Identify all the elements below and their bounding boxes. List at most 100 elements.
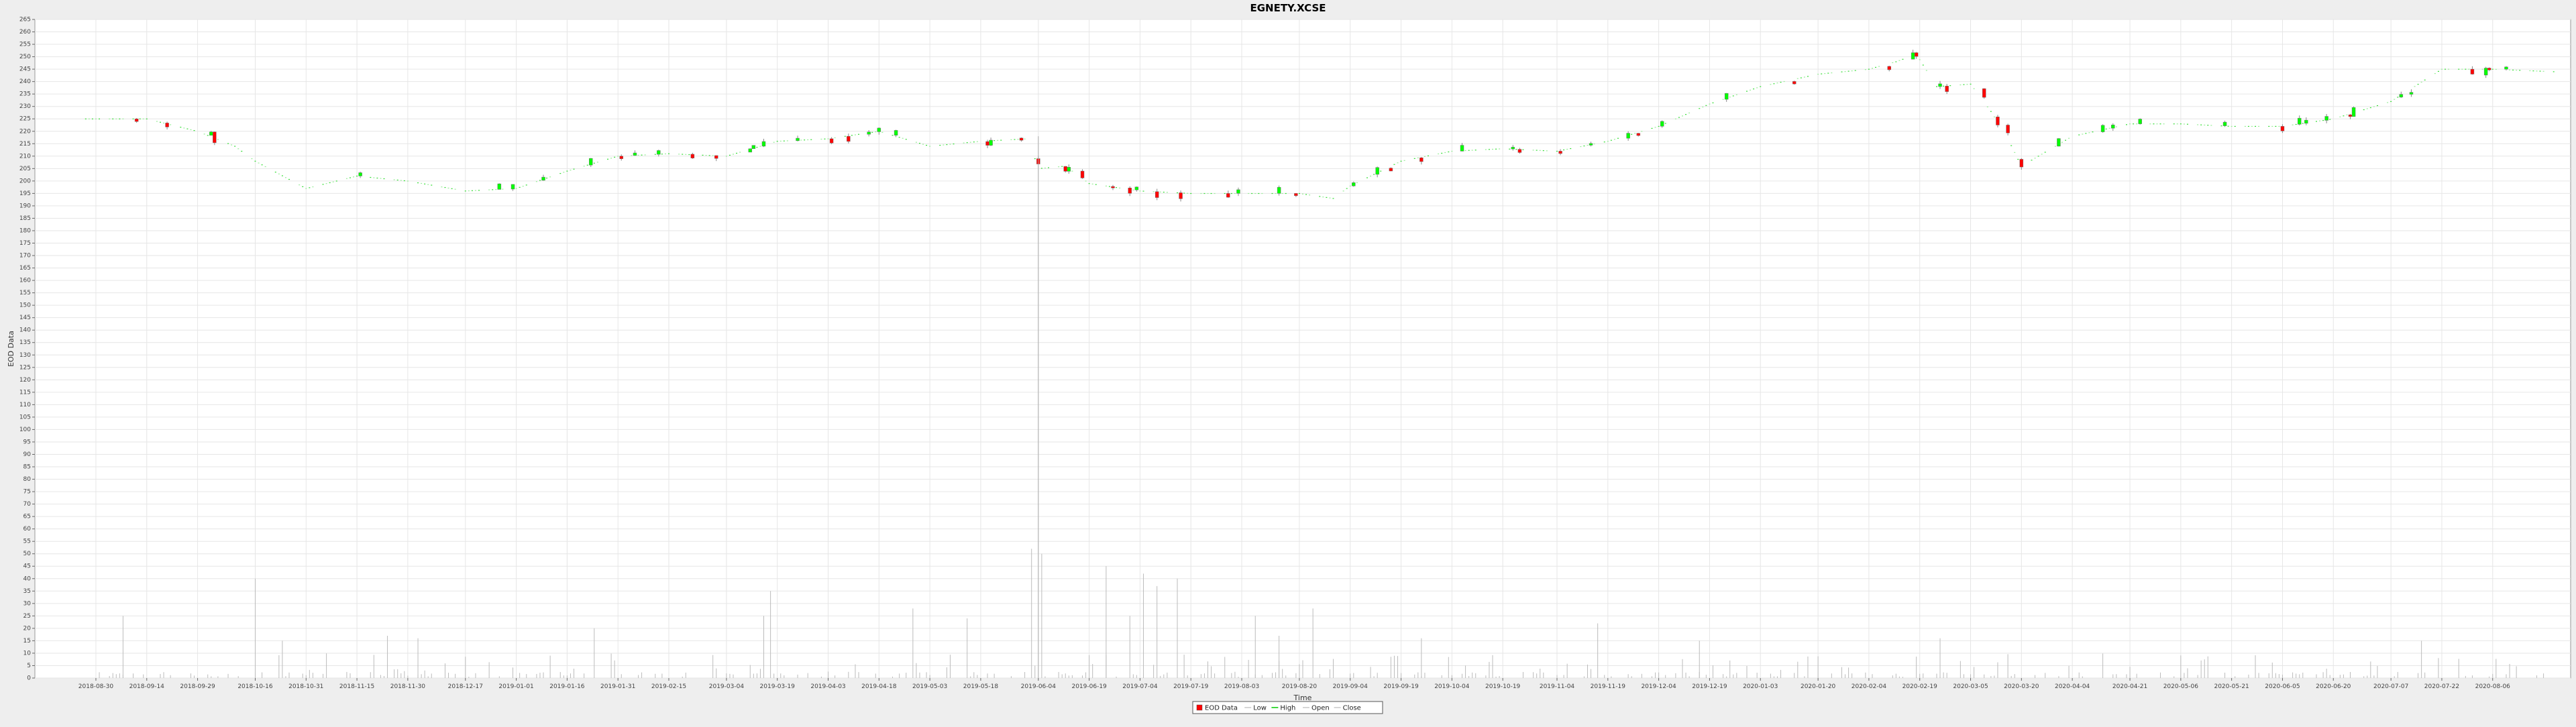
flat-tick <box>1444 152 1446 154</box>
x-tick-label: 2019-06-04 <box>1021 683 1057 690</box>
flat-tick <box>373 177 375 178</box>
flat-tick <box>261 164 263 166</box>
candle-up <box>894 130 898 135</box>
flat-tick <box>783 140 785 142</box>
flat-tick <box>654 154 656 155</box>
flat-tick <box>227 143 229 144</box>
y-tick-label: 15 <box>23 638 31 645</box>
candle-up <box>2399 94 2404 98</box>
flat-tick <box>736 152 738 154</box>
candle-down <box>1996 117 2000 125</box>
candle-down <box>1517 149 1522 153</box>
y-tick-label: 45 <box>23 563 31 570</box>
candle-up <box>1724 93 1729 100</box>
flat-tick <box>1699 108 1701 109</box>
candle-up <box>867 131 871 135</box>
flat-tick <box>370 176 372 178</box>
flat-tick <box>1424 156 1426 158</box>
flat-tick <box>2227 125 2229 127</box>
x-tick-label: 2019-11-19 <box>1591 683 1626 690</box>
candle-down <box>1155 191 1159 198</box>
flat-tick <box>2268 125 2270 127</box>
flat-tick <box>1177 192 1179 194</box>
x-tick-label: 2020-01-20 <box>1801 683 1836 690</box>
candle-up <box>2351 107 2356 117</box>
x-tick-label: 2020-03-20 <box>2004 683 2039 690</box>
candle-up <box>1134 186 1139 190</box>
hl-series <box>85 58 2555 199</box>
candle-down <box>2470 68 2475 74</box>
flat-tick <box>281 175 283 176</box>
flat-tick <box>353 176 355 178</box>
x-tick-label: 2019-08-03 <box>1224 683 1259 690</box>
x-tick-label: 2019-08-20 <box>1282 683 1318 690</box>
x-tick-label: 2020-04-04 <box>2055 683 2090 690</box>
flat-tick <box>1776 82 1778 84</box>
flat-tick <box>1875 66 1877 68</box>
y-tick-label: 160 <box>19 278 31 284</box>
flat-tick <box>335 180 337 182</box>
x-tick-label: 2019-02-15 <box>651 683 686 690</box>
candle-down <box>1982 88 1986 98</box>
flat-tick <box>451 188 453 189</box>
flat-tick <box>994 140 996 142</box>
flat-tick <box>1556 150 1558 152</box>
y-tick-label: 125 <box>19 364 31 371</box>
flat-tick <box>1464 150 1466 152</box>
flat-tick <box>1400 160 1402 162</box>
y-tick-label: 55 <box>23 539 31 545</box>
flat-tick <box>1827 72 1829 74</box>
flat-tick <box>329 182 331 184</box>
x-tick-label: 2020-08-06 <box>2475 683 2511 690</box>
flat-tick <box>800 139 802 141</box>
flat-tick <box>786 140 788 142</box>
flat-tick <box>2363 109 2365 111</box>
candle-up <box>1660 121 1664 127</box>
flat-tick <box>325 183 327 184</box>
flat-tick <box>1207 192 1209 194</box>
y-tick-label: 215 <box>19 141 31 148</box>
flat-tick <box>2115 126 2117 127</box>
flat-tick <box>2014 152 2016 153</box>
flat-tick <box>1515 149 1517 150</box>
y-tick-label: 225 <box>19 116 31 123</box>
candle-down <box>1111 186 1115 188</box>
flat-tick <box>566 170 568 172</box>
x-tick-label: 2019-05-03 <box>912 683 947 690</box>
flat-tick <box>2068 137 2070 139</box>
candle-up <box>2222 121 2227 126</box>
flat-tick <box>1342 190 1344 192</box>
flat-tick <box>302 186 304 187</box>
flat-tick <box>607 158 609 160</box>
candle-down <box>1792 81 1796 85</box>
flat-tick <box>454 188 456 190</box>
candle-up <box>1626 133 1630 139</box>
candle-up <box>2057 138 2061 147</box>
chart-title: EGNETY.XCSE <box>1250 2 1326 14</box>
flat-tick <box>2437 70 2439 72</box>
flat-tick <box>1108 186 1110 187</box>
flat-tick <box>729 154 731 156</box>
x-tick-label: 2018-10-31 <box>288 683 323 690</box>
flat-tick <box>2271 125 2273 127</box>
candle-up <box>2100 125 2105 132</box>
y-tick-label: 110 <box>19 402 31 408</box>
flat-tick <box>631 155 633 156</box>
flat-tick <box>1587 145 1589 146</box>
flat-tick <box>1705 105 1707 106</box>
flat-tick <box>1949 85 1951 87</box>
flat-tick <box>1800 77 1802 78</box>
y-tick-label: 105 <box>19 414 31 421</box>
flat-tick <box>1485 149 1487 150</box>
candle-down <box>134 118 139 122</box>
candle-up <box>1352 182 1356 186</box>
flat-tick <box>559 173 561 174</box>
x-tick-label: 2020-07-07 <box>2373 683 2408 690</box>
flat-tick <box>264 166 266 168</box>
legend: EOD Data Low High Open Close <box>1192 701 1383 714</box>
flat-tick <box>502 188 504 190</box>
flat-tick <box>1210 192 1212 194</box>
flat-tick <box>1488 149 1490 150</box>
flat-tick <box>349 177 351 178</box>
candle-down <box>1558 151 1562 154</box>
